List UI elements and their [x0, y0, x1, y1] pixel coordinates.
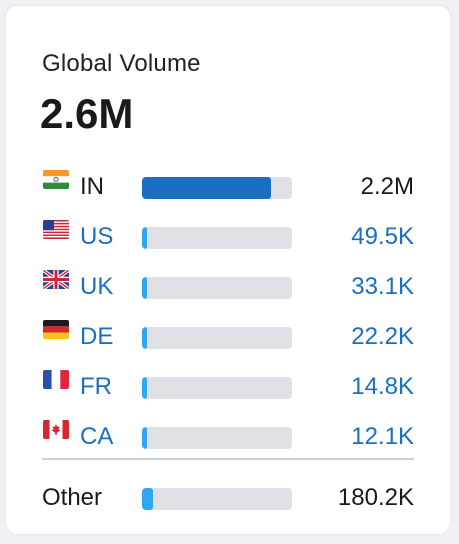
volume-bar-fill-ca — [142, 427, 147, 449]
total-volume: 2.6M — [40, 90, 134, 137]
volume-bar-fill-us — [142, 227, 147, 249]
other-row: Other 180.2K — [42, 483, 414, 513]
widget-title: Global Volume — [42, 50, 201, 77]
volume-bar-fill-fr — [142, 377, 147, 399]
country-link-ca[interactable]: CA — [80, 423, 114, 450]
france-flag-icon — [43, 370, 69, 389]
volume-link-us[interactable]: 49.5K — [351, 223, 414, 250]
country-row-uk[interactable]: UK 33.1K — [42, 270, 414, 302]
volume-bar-fill-in — [142, 177, 271, 199]
country-row-ca[interactable]: CA 12.1K — [42, 420, 414, 452]
country-link-us[interactable]: US — [80, 223, 114, 250]
india-flag-icon — [43, 170, 69, 189]
volume-link-fr[interactable]: 14.8K — [351, 373, 414, 400]
country-row-de[interactable]: DE 22.2K — [42, 320, 414, 352]
divider — [42, 458, 414, 460]
volume-bar-fill-de — [142, 327, 147, 349]
country-row-fr[interactable]: FR 14.8K — [42, 370, 414, 402]
global-volume-card: Global Volume 2.6M IN 2.2M — [6, 6, 450, 534]
volume-link-de[interactable]: 22.2K — [351, 323, 414, 350]
volume-link-uk[interactable]: 33.1K — [351, 273, 414, 300]
volume-bar-fill-uk — [142, 277, 147, 299]
us-flag-icon — [43, 220, 69, 239]
uk-flag-icon — [43, 270, 69, 289]
country-code-in: IN — [80, 173, 104, 200]
volume-value-other: 180.2K — [337, 484, 414, 511]
volume-bar-track — [142, 427, 292, 449]
country-link-de[interactable]: DE — [80, 323, 114, 350]
country-link-fr[interactable]: FR — [80, 373, 112, 400]
volume-bar-track — [142, 177, 292, 199]
other-label: Other — [42, 484, 103, 511]
volume-bar-track — [142, 377, 292, 399]
volume-bar-track — [142, 327, 292, 349]
volume-link-ca[interactable]: 12.1K — [351, 423, 414, 450]
canada-flag-icon — [43, 420, 69, 439]
volume-bar-track — [142, 227, 292, 249]
volume-bar-track — [142, 277, 292, 299]
country-link-uk[interactable]: UK — [80, 273, 114, 300]
country-row-in: IN 2.2M — [42, 170, 414, 202]
volume-value-in: 2.2M — [360, 173, 414, 200]
volume-bar-track — [142, 488, 292, 510]
country-row-us[interactable]: US 49.5K — [42, 220, 414, 252]
volume-bar-fill-other — [142, 488, 153, 510]
germany-flag-icon — [43, 320, 69, 339]
